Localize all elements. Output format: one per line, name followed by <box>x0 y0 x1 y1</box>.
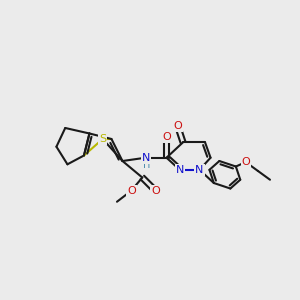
Text: O: O <box>127 186 136 196</box>
Text: O: O <box>151 186 160 196</box>
Text: O: O <box>242 157 250 167</box>
Text: S: S <box>99 134 106 144</box>
Text: H: H <box>143 160 150 170</box>
Text: N: N <box>195 165 204 175</box>
Text: N: N <box>141 153 150 163</box>
Text: O: O <box>162 132 171 142</box>
Text: O: O <box>173 121 182 131</box>
Text: N: N <box>176 165 184 175</box>
